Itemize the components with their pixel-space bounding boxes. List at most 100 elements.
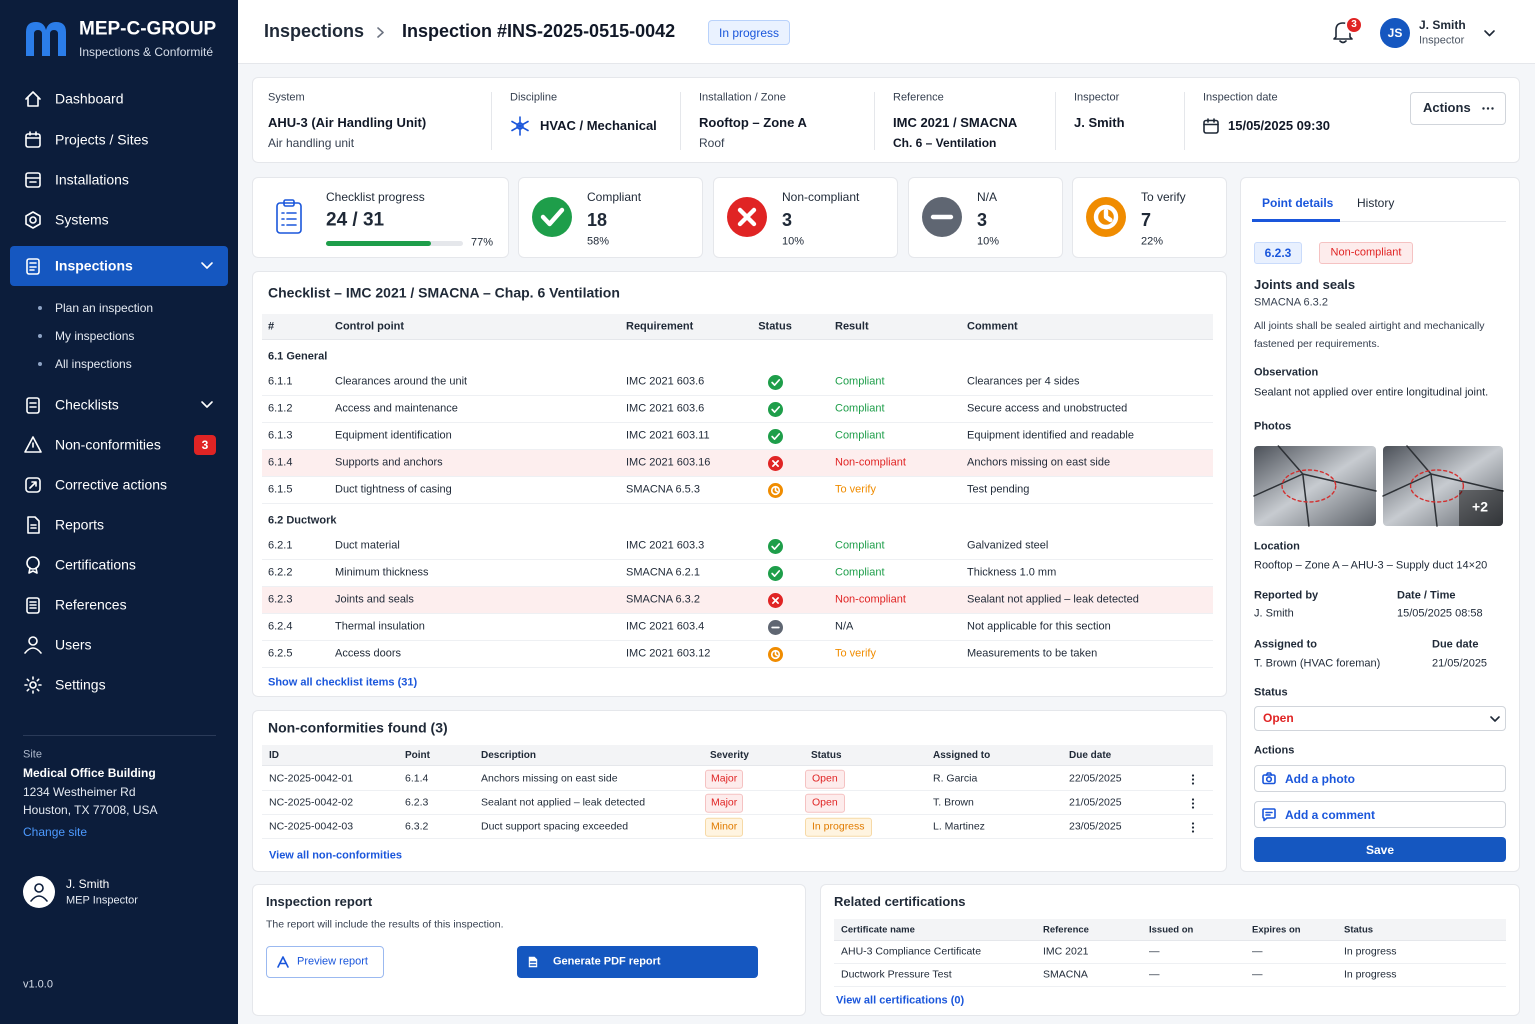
field-value: AHU-3 (Air Handling Unit) (268, 115, 427, 131)
nav-sub-item[interactable]: All inspections (55, 356, 132, 371)
checklist-row[interactable] (262, 560, 1213, 587)
nav-item[interactable]: References (55, 596, 127, 613)
icon-part (277, 956, 289, 968)
checklist-row[interactable] (262, 477, 1213, 504)
cell-id: 6.2.1 (268, 539, 293, 552)
cell-status: Open (805, 769, 845, 789)
nav-icon (26, 556, 40, 574)
nav-item[interactable]: Certifications (55, 556, 136, 573)
discipline-icon (511, 116, 529, 136)
nc-row[interactable] (262, 815, 1213, 839)
status-icon (767, 619, 783, 635)
nav-item[interactable]: Settings (55, 676, 106, 693)
icon-part (30, 895, 48, 902)
detail-label: Observation (1254, 366, 1319, 379)
cell-comment: Clearances per 4 sides (967, 375, 1080, 388)
cell-id: 6.1.4 (268, 456, 293, 469)
nav-item[interactable]: Systems (55, 211, 109, 228)
nav-item[interactable]: Dashboard (55, 90, 124, 107)
nav-item[interactable]: Corrective actions (55, 476, 168, 493)
checklist-row[interactable] (262, 587, 1213, 614)
nav-item[interactable]: Installations (55, 171, 129, 188)
cell-assigned: R. Garcia (933, 772, 978, 785)
status-icon (532, 197, 572, 237)
checklist-row[interactable] (262, 641, 1213, 668)
icon-part (1409, 469, 1465, 503)
icon-part (1254, 446, 1376, 526)
checklist-row[interactable] (262, 614, 1213, 641)
status-icon (767, 482, 783, 498)
add-comment-label: Add a comment (1285, 807, 1376, 822)
tab[interactable]: Point details (1262, 195, 1334, 210)
generate-button[interactable] (517, 946, 758, 978)
cert-row[interactable] (834, 964, 1506, 987)
nav-icon (24, 436, 42, 453)
breadcrumb[interactable]: Inspections (264, 21, 365, 42)
field-label: Inspection date (1203, 91, 1278, 104)
nc-row[interactable] (262, 791, 1213, 815)
checklist-row[interactable] (262, 369, 1213, 396)
checklist-row[interactable] (262, 450, 1213, 477)
icon-part (24, 647, 42, 654)
photos-more[interactable]: +2 (1472, 498, 1488, 515)
detail-label: Assigned to (1254, 638, 1317, 651)
nav-icon (25, 131, 41, 148)
checklist-row[interactable] (262, 396, 1213, 423)
nav-icon (26, 597, 40, 614)
checklist-link[interactable]: Show all checklist items (31) (268, 676, 418, 689)
nc-row[interactable] (262, 767, 1213, 791)
add-photo-button[interactable] (1254, 765, 1506, 792)
column-header: Reference (1043, 924, 1089, 936)
icon-part (1191, 782, 1195, 785)
nav-item[interactable]: Non-conformities (55, 436, 161, 453)
row-menu (1191, 774, 1195, 785)
cert-cell: — (1149, 945, 1160, 958)
detail-label: Date / Time (1397, 589, 1456, 602)
cell-requirement: IMC 2021 603.6 (626, 375, 705, 388)
cell-requirement: SMACNA 6.3.2 (626, 593, 700, 606)
cell-comment: Anchors missing on east side (967, 456, 1111, 469)
generate-label: Generate PDF report (553, 955, 661, 968)
checklist-title: Checklist – IMC 2021 / SMACNA – Chap. 6 … (268, 284, 620, 301)
column-header: Status (758, 320, 792, 333)
nav-item[interactable]: Checklists (55, 396, 119, 413)
group-heading: 6.1 General (268, 350, 328, 363)
header-avatar[interactable] (1380, 18, 1410, 48)
column-header: Result (835, 320, 869, 333)
stat-percent: 77% (471, 236, 494, 249)
nav-item[interactable]: Users (55, 636, 92, 653)
cell-assigned: L. Martinez (933, 820, 985, 833)
save-button[interactable] (1254, 837, 1506, 862)
group-heading: 6.2 Ductwork (268, 514, 337, 527)
report-text: The report will include the results of t… (266, 918, 504, 931)
summary-divider (874, 92, 875, 150)
cert-row[interactable] (834, 941, 1506, 964)
checklist-row[interactable] (262, 423, 1213, 450)
add-comment-button[interactable] (1254, 801, 1506, 828)
icon-part (770, 569, 780, 577)
cell-requirement: IMC 2021 603.4 (626, 620, 705, 633)
nav-icon (25, 211, 41, 229)
nav-sub-item[interactable]: Plan an inspection (55, 300, 154, 315)
detail-label: Photos (1254, 420, 1292, 433)
field-sub: Air handling unit (268, 135, 355, 150)
nav-item[interactable]: Reports (55, 516, 105, 533)
status-select[interactable] (1254, 706, 1506, 731)
checklist-row[interactable] (262, 533, 1213, 560)
nav-item[interactable]: Inspections (55, 257, 133, 274)
cell-id: 6.1.1 (268, 375, 293, 388)
nav-item[interactable]: Projects / Sites (55, 131, 149, 148)
cell-due: 23/05/2025 (1069, 820, 1122, 833)
actions-button[interactable] (1410, 92, 1506, 125)
cell-severity: Major (705, 793, 744, 813)
tab[interactable]: History (1357, 195, 1395, 210)
change-site-link[interactable]: Change site (23, 824, 88, 839)
detail-value: J. Smith (1254, 607, 1294, 620)
certifications-link[interactable]: View all certifications (0) (836, 994, 965, 1007)
icon-part (1281, 469, 1337, 503)
nonconformities-link[interactable]: View all non-conformities (269, 849, 403, 862)
summary-divider (491, 92, 492, 150)
nav-sub-item[interactable]: My inspections (55, 328, 135, 343)
nav-icon (24, 636, 42, 654)
stat-percent: 10% (782, 235, 805, 248)
